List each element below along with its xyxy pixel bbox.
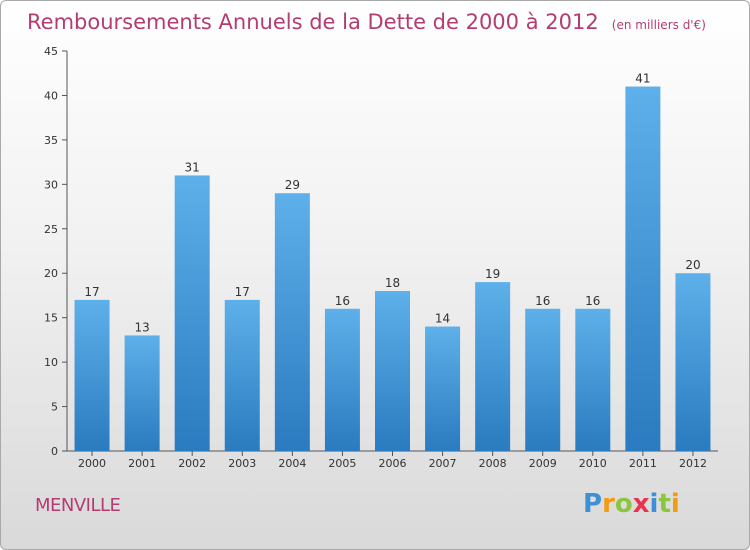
y-tick-label: 0 [51,445,58,458]
bar [575,308,611,451]
chart-title-block: Remboursements Annuels de la Dette de 20… [27,7,706,40]
data-label: 14 [435,312,450,326]
data-label: 16 [335,294,350,308]
x-tick-label: 2006 [379,457,407,470]
data-label: 19 [485,267,500,281]
y-tick-label: 25 [44,223,58,236]
y-tick-label: 20 [44,267,58,280]
bar [74,299,110,451]
x-tick-label: 2001 [128,457,156,470]
x-tick-label: 2000 [78,457,106,470]
x-tick-label: 2008 [479,457,507,470]
y-tick-label: 40 [44,89,58,102]
bar [224,299,260,451]
data-label: 20 [685,258,700,272]
y-tick-label: 10 [44,356,58,369]
x-tick-label: 2004 [278,457,306,470]
chart-title: Remboursements Annuels de la Dette de 20… [27,10,599,34]
x-tick-label: 2005 [328,457,356,470]
y-tick-label: 35 [44,134,58,147]
data-label: 16 [585,294,600,308]
y-tick-label: 30 [44,178,58,191]
commune-name: MENVILLE [35,495,121,516]
bar [174,175,210,451]
x-tick-label: 2011 [629,457,657,470]
bar [274,193,310,451]
bar [675,273,711,451]
bar [475,282,511,451]
data-label: 16 [535,294,550,308]
data-label: 29 [285,178,300,192]
bar [625,86,661,452]
y-tick-label: 45 [44,45,58,58]
y-tick-label: 5 [51,401,58,414]
bar [124,335,160,451]
x-tick-label: 2009 [529,457,557,470]
data-label: 17 [84,285,99,299]
data-label: 13 [134,320,149,334]
x-tick-label: 2010 [579,457,607,470]
bar [375,291,410,451]
bar [525,308,561,451]
x-tick-label: 2007 [429,457,457,470]
bar [425,326,461,451]
x-tick-label: 2012 [679,457,707,470]
x-tick-label: 2003 [228,457,256,470]
data-label: 41 [635,72,650,86]
bar [324,308,360,451]
chart-subtitle: (en milliers d'€) [611,18,706,32]
data-label: 31 [185,160,200,174]
y-tick-label: 15 [44,312,58,325]
data-label: 18 [385,276,400,290]
x-tick-label: 2002 [178,457,206,470]
proxiti-logo: Proxiti [583,489,680,519]
data-label: 17 [235,285,250,299]
